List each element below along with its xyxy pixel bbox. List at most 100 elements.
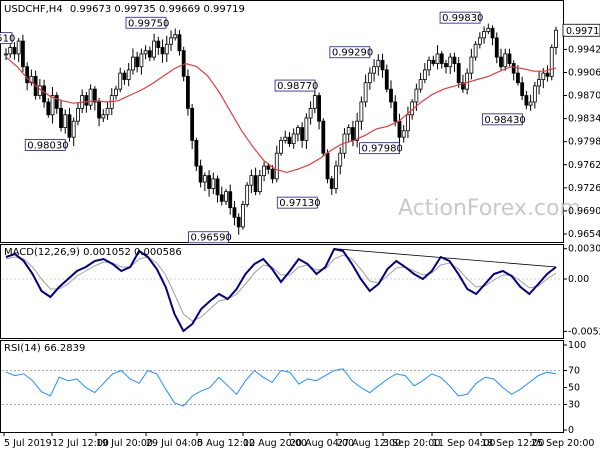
rsi-panel-frame [0, 340, 564, 433]
candle-body [173, 34, 178, 39]
candle-body [389, 88, 393, 103]
candle-body [105, 107, 110, 116]
macd-series [2, 247, 562, 333]
candle-body [397, 120, 402, 138]
candle-body [92, 88, 97, 103]
candle-body [469, 56, 474, 74]
candle-body [418, 79, 423, 90]
watermark-text: ActionForex.com [398, 196, 581, 221]
candle-body [152, 40, 156, 58]
candle-body [207, 175, 211, 189]
candle-body [71, 120, 76, 138]
candle-body [359, 101, 364, 122]
candle-body [482, 31, 486, 39]
candle-body [499, 56, 503, 68]
candle-body [147, 50, 152, 58]
price-label-text: 0.96590 [190, 233, 231, 244]
price-label-boxes: 0.99510 0.98030 0.99750 0.96590 0.98770 0.971… [0, 11, 526, 244]
candle-body [287, 136, 292, 145]
candle-body [486, 27, 491, 32]
candle-body [312, 95, 317, 109]
rsi-axis-ticks: 100 70 50 30 0 [563, 340, 586, 436]
candle-body [461, 82, 465, 90]
candle-body [245, 184, 250, 205]
candle-body [114, 88, 118, 96]
candle-body [545, 72, 550, 77]
candle-body [198, 165, 203, 183]
candle-body [25, 66, 30, 84]
price-label-box [274, 79, 316, 92]
candle-body [186, 75, 190, 109]
time-tick-label: 11 Sep 04:00 [432, 438, 495, 449]
candle-body [516, 72, 520, 84]
macd-panel-frame [0, 244, 564, 339]
time-tick-label: 29 Jul 04:00 [146, 438, 203, 449]
rsi-tick-label: 30 [568, 400, 580, 411]
candle-body [296, 127, 300, 135]
candle-body [520, 82, 525, 96]
candle-body [88, 88, 93, 106]
macd-tick-label: 0.00 [568, 274, 589, 285]
candle-body [376, 59, 381, 68]
time-tick-label: 20 Aug 04:00 [290, 438, 354, 449]
price-label-box [188, 231, 229, 244]
macd-axis-ticks: 0.00303 0.00 -0.005236 [563, 244, 600, 337]
price-label-text: 0.97980 [361, 144, 402, 155]
candle-body [266, 165, 271, 170]
candle-body [232, 207, 237, 218]
candle-body [8, 47, 13, 55]
candle-body [532, 85, 537, 103]
candle-body [177, 34, 182, 52]
current-price-box [562, 23, 600, 37]
candle-body [549, 47, 554, 77]
time-tick-label: 25 Sep 20:00 [531, 438, 594, 449]
candle-body [367, 72, 372, 84]
candle-body [139, 53, 144, 68]
rsi-series [2, 368, 562, 407]
candle-body [431, 59, 436, 64]
candle-body [4, 53, 8, 56]
candle-body [427, 59, 431, 71]
candle-body [42, 85, 46, 103]
macd-signal-line [5, 254, 557, 322]
symbol-label: USDCHF,H4 [4, 4, 63, 15]
price-label-text: 0.98770 [277, 81, 318, 92]
candle-body [414, 88, 419, 103]
candle-body [329, 178, 334, 189]
candle-body [380, 59, 385, 71]
candle-body [363, 82, 368, 103]
candle-body [406, 114, 410, 132]
price-label-box [329, 46, 371, 59]
candle-body [283, 136, 288, 141]
moving-average-line [5, 56, 557, 174]
candle-body [249, 175, 254, 186]
ohlc-values: 0.99673 0.99735 0.99669 0.99719 [70, 4, 245, 15]
candle-body [190, 107, 195, 141]
candle-body [452, 56, 457, 64]
candle-body [372, 66, 376, 74]
macd-main-line [5, 247, 557, 333]
price-label-box [276, 196, 318, 209]
candle-body [511, 63, 516, 74]
rsi-tick-label: 0 [568, 425, 574, 436]
candle-body [334, 165, 338, 189]
price-tick-label: 0.97980 [568, 137, 600, 148]
rsi-line [5, 368, 557, 407]
candle-body [444, 63, 448, 68]
candle-body [448, 56, 453, 68]
candle-body [317, 95, 321, 122]
current-price-label: 0.99719 [566, 26, 600, 37]
price-panel-frame [0, 0, 564, 243]
candle-body [490, 27, 495, 39]
candle-body [541, 72, 546, 80]
candle-body [253, 175, 258, 193]
candle-body [262, 165, 266, 177]
candle-body [169, 37, 173, 45]
candle-body [156, 40, 161, 48]
macd-title: MACD(12,26,9) 0.001052 0.000586 [4, 247, 182, 258]
